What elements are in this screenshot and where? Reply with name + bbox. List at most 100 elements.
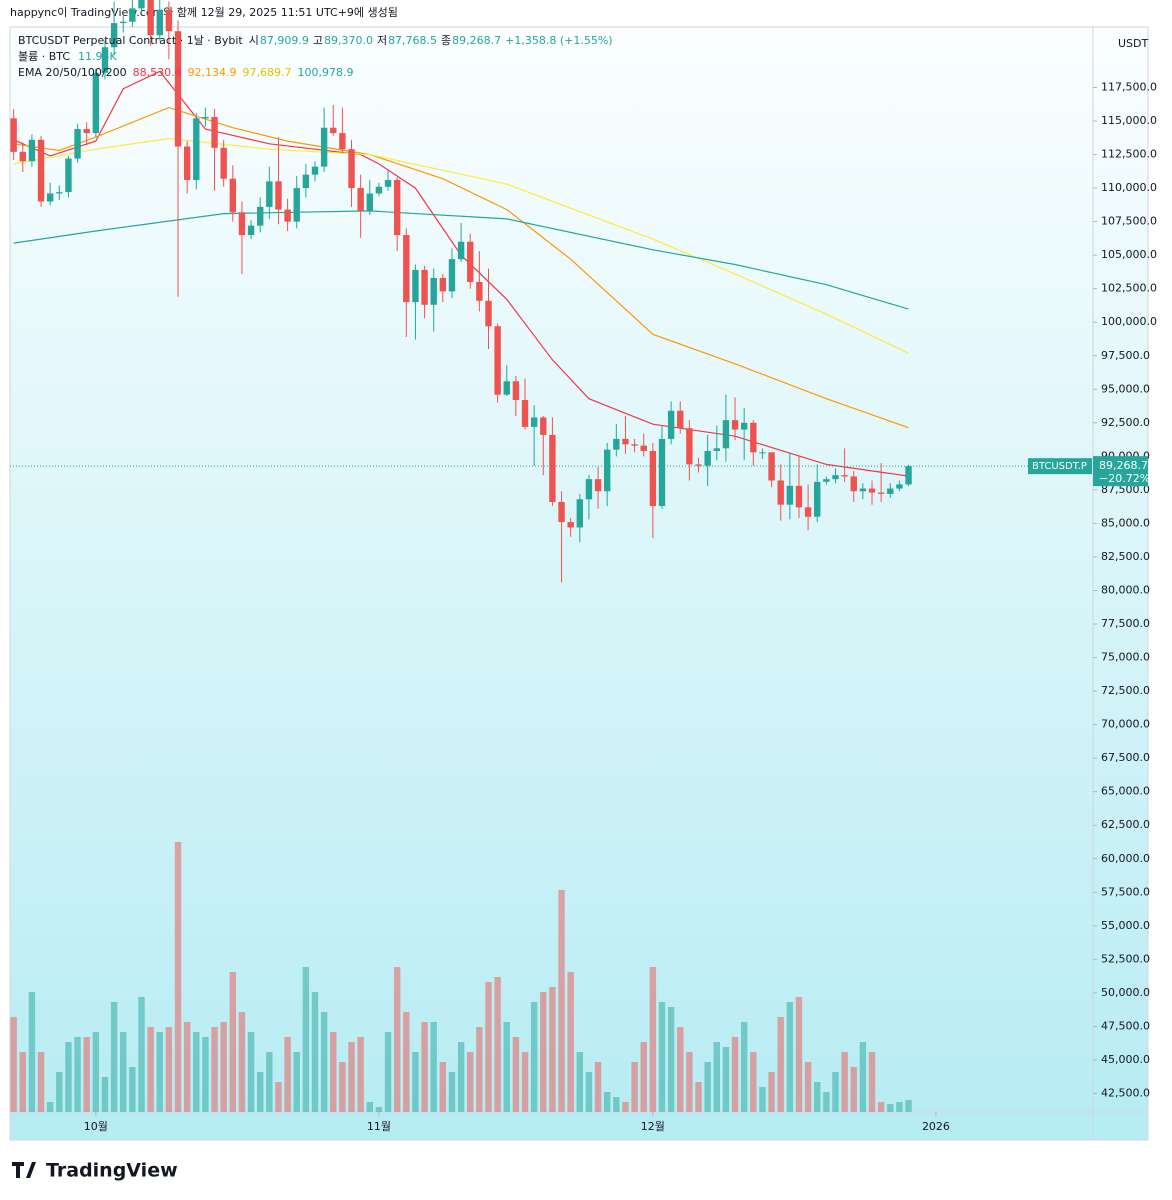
candle-body [101,47,109,73]
ohlc-key: 고 [313,34,323,47]
volume-bar [868,1052,876,1112]
candle-body [677,410,684,429]
candle-body [202,117,209,119]
candle-body [686,428,693,465]
y-tick-label: 77,500.0 [1101,617,1150,630]
volume-bar [686,1052,693,1112]
volume-bar [74,1037,81,1112]
candle-body [905,466,912,485]
volume-bar [503,1022,510,1112]
ohlc-key: 시 [249,34,259,47]
volume-bar [604,1092,611,1112]
volume-bar [257,1072,264,1112]
candle-body [92,72,100,134]
volume-bar [768,1072,775,1112]
volume-bar [750,1052,757,1112]
volume-bar [266,1052,273,1112]
y-tick-label: 97,500.0 [1101,349,1150,362]
volume-bar [877,1102,885,1112]
candle-body [494,326,501,395]
volume-bar [722,1047,730,1112]
y-tick-label: 42,500.0 [1101,1086,1150,1099]
volume-bar [740,1022,748,1112]
candle-body [330,127,337,134]
price-tag: 89,268.7 [1099,459,1148,472]
volume-bar [521,1052,529,1112]
candle-body [631,444,638,446]
volume-bar [814,1082,821,1112]
volume-bar [695,1082,702,1112]
candle-body [238,212,246,236]
ema-line [13,106,909,429]
y-tick-label: 102,500.0 [1101,282,1157,295]
volume-bar [120,1032,127,1112]
volume-bar [275,1082,282,1112]
legend-title: BTCUSDT Perpetual Contract · 1날 · Bybit [18,34,243,47]
candle-body [795,485,803,508]
candle-body [183,146,191,181]
ohlc-key: 저 [377,34,387,47]
y-tick-label: 57,500.0 [1101,885,1150,898]
candle-body [768,452,775,481]
volume-bar [777,1017,784,1112]
candle-body [567,522,574,528]
candle-body [65,158,72,193]
volume-bar [439,1062,447,1112]
volume-bar [183,1022,191,1112]
candle-body [229,178,237,213]
y-tick-label: 107,500.0 [1101,215,1157,228]
candle-body [722,420,730,449]
volume-bar [202,1037,209,1112]
candle-body [257,206,264,226]
volume-bar [238,1012,246,1112]
legend: BTCUSDT Perpetual Contract · 1날 · Bybit 시… [18,34,613,79]
volume-bar [476,1027,483,1112]
candle-body [393,180,401,236]
volume-bar [229,972,237,1112]
candle-body [275,181,282,210]
volume-bar [311,992,319,1112]
volume-bar [649,967,657,1112]
candle-body [512,381,520,401]
candle-body [540,417,547,435]
candle-body [156,9,163,36]
candle-body [859,488,867,492]
ema-line [13,210,909,310]
volume-bar [731,1037,739,1112]
candle-body [576,499,584,528]
candle-body [877,492,885,494]
ohlc-value: 89,370.0 [324,34,373,47]
candle-body [10,118,17,152]
volume-bar [841,1052,848,1112]
volume-bar [10,1017,17,1112]
volume-bar [467,1052,474,1112]
volume-bar [156,1032,163,1112]
volume-bar [585,1072,593,1112]
candle-body [138,0,145,9]
y-tick-label: 50,000.0 [1101,986,1150,999]
currency: USDT [1118,37,1149,50]
volume-bar [366,1102,373,1112]
y-tick-label: 47,500.0 [1101,1019,1150,1032]
y-tick-label: 75,000.0 [1101,651,1150,664]
y-tick-label: 112,500.0 [1101,148,1157,161]
candle-body [786,485,794,505]
candle-body [887,488,894,494]
volume-bar [110,1002,118,1112]
y-tick-label: 60,000.0 [1101,852,1150,865]
volume-bar [56,1072,63,1112]
y-tick-label: 52,500.0 [1101,952,1150,965]
y-tick-label: 67,500.0 [1101,751,1150,764]
axes: 42,500.0 45,000.0 47,500.0 50,000.0 52,500.0… [84,80,1157,1133]
candle-body [658,438,666,506]
volume-bar [211,1027,218,1112]
volume-bar [302,967,310,1112]
logo-mark [12,1162,36,1178]
candle-body [266,181,273,207]
volume-bar [46,1102,54,1112]
candle-body [814,481,821,517]
candle-body [558,501,565,523]
y-tick-label: 45,000.0 [1101,1053,1150,1066]
volume-bar [220,1022,227,1112]
volume-bar [494,977,501,1112]
